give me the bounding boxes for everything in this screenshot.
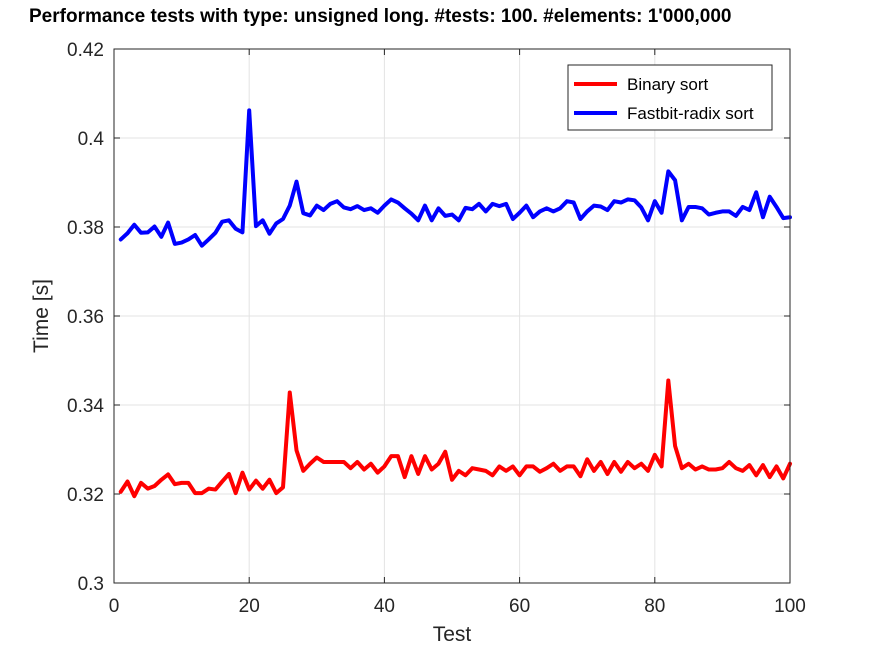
axes <box>113 48 791 584</box>
y-tick-label: 0.36 <box>67 307 104 328</box>
x-tick-label: 100 <box>774 596 806 617</box>
y-tick-label: 0.4 <box>78 129 105 150</box>
legend-label-binary-sort: Binary sort <box>627 75 709 94</box>
series-layer <box>118 108 792 499</box>
series-line-binary-sort <box>118 378 792 499</box>
y-tick-label: 0.3 <box>78 574 104 595</box>
x-tick-label: 0 <box>109 596 120 617</box>
x-tick-label: 20 <box>239 596 260 617</box>
tick-labels: 0 20 40 60 80 100 0.3 0.32 0.34 0.36 0.38 0.4 0.42 <box>67 40 806 617</box>
legend-box <box>567 64 773 131</box>
x-tick-label: 80 <box>644 596 665 617</box>
legend-label-fastbit-radix-sort: Fastbit-radix sort <box>627 104 754 123</box>
y-tick-label: 0.38 <box>67 218 104 239</box>
x-tick-label: 60 <box>509 596 530 617</box>
chart-title: Performance tests with type: unsigned lo… <box>29 6 732 27</box>
legend: Binary sort Fastbit-radix sort <box>567 64 773 131</box>
x-axis-label: Test <box>433 623 472 646</box>
x-tick-label: 40 <box>374 596 395 617</box>
y-tick-label: 0.32 <box>67 485 104 506</box>
series-line-fastbit-radix-sort <box>118 108 792 248</box>
y-tick-label: 0.34 <box>67 396 104 417</box>
y-tick-label: 0.42 <box>67 40 104 61</box>
y-axis-label: Time [s] <box>30 279 53 353</box>
